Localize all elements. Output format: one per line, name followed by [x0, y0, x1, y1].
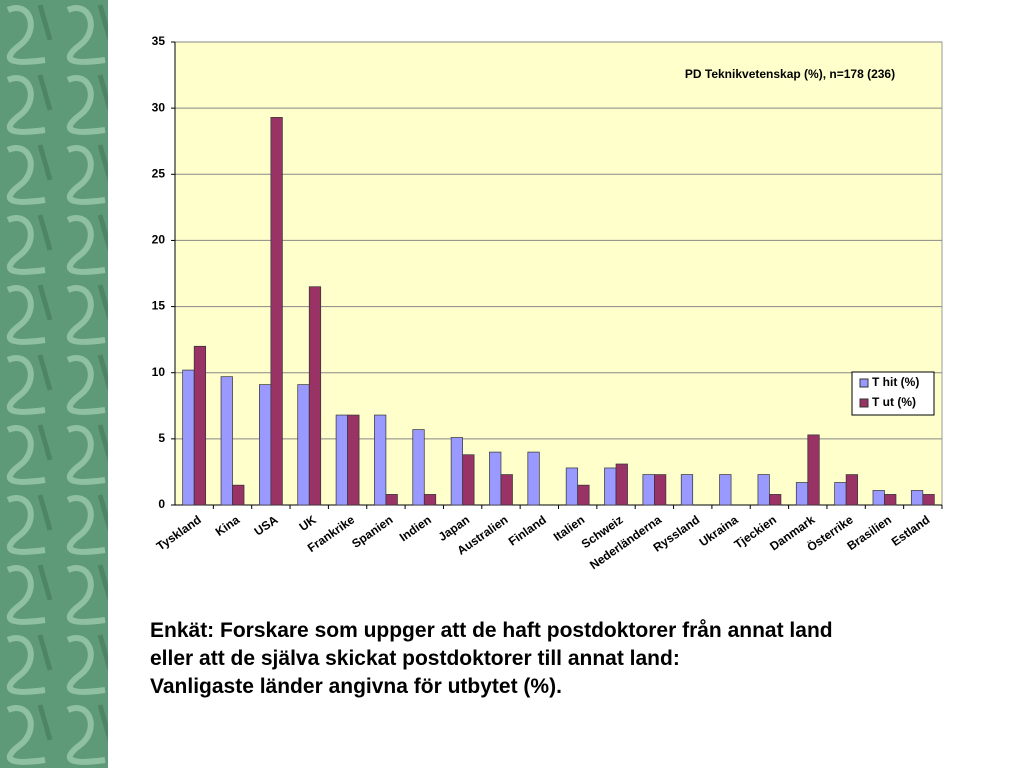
bar: [297, 384, 310, 506]
caption: Enkät: Forskare som uppger att de haft p…: [150, 619, 833, 698]
legend-swatch: [859, 398, 869, 408]
x-tick-label: Tyskland: [154, 513, 204, 554]
bar: [462, 454, 475, 506]
bar: [872, 490, 885, 506]
bar: [308, 286, 322, 506]
bar: [220, 376, 233, 506]
x-tick-label: Finland: [506, 513, 549, 549]
bar: [884, 494, 897, 506]
bar: [910, 490, 924, 506]
y-tick-label: 15: [152, 299, 166, 313]
bar: [845, 474, 858, 506]
bar: [654, 474, 667, 506]
x-tick-label: Indien: [397, 513, 434, 545]
y-tick-label: 0: [158, 497, 165, 511]
x-tick-label: USA: [252, 512, 281, 538]
bar: [565, 467, 579, 506]
y-tick-label: 30: [152, 100, 166, 114]
bar: [922, 494, 935, 506]
bar: [270, 117, 283, 506]
x-tick-label: Spanien: [349, 513, 395, 551]
bar: [450, 437, 463, 506]
bar: [807, 434, 820, 506]
legend-label: T hit (%): [872, 375, 919, 389]
y-tick-label: 25: [152, 166, 166, 180]
chart-title: PD Teknikvetenskap (%), n=178 (236): [685, 67, 895, 81]
bar: [259, 384, 272, 506]
plot-area: [174, 41, 943, 506]
legend-swatch: [859, 378, 869, 388]
bar: [489, 451, 502, 506]
bar: [182, 369, 195, 506]
bar: [757, 474, 770, 506]
y-tick-label: 20: [152, 233, 166, 247]
bar: [385, 494, 398, 506]
bar: [347, 414, 360, 506]
x-tick-label: Estland: [889, 513, 933, 549]
bar: [834, 482, 847, 506]
bar: [232, 484, 245, 506]
bar: [604, 467, 617, 506]
bar: [412, 429, 425, 506]
bar: [577, 484, 590, 506]
bar: [769, 494, 782, 506]
legend-label: T ut (%): [872, 395, 916, 409]
bar: [193, 345, 207, 506]
bar: [527, 451, 540, 506]
bar: [500, 474, 513, 506]
y-tick-label: 35: [152, 34, 166, 48]
bar: [374, 414, 387, 506]
caption-line: Vanligaste länder angivna för utbytet (%…: [150, 675, 562, 698]
caption-line: Enkät: Forskare som uppger att de haft p…: [150, 619, 833, 642]
caption-line: eller att de själva skickat postdoktorer…: [150, 647, 680, 670]
decorative-strip: [0, 0, 108, 768]
bar: [642, 474, 655, 506]
bar: [680, 474, 694, 506]
y-tick-label: 10: [152, 365, 166, 379]
bar: [615, 463, 628, 506]
x-tick-label: Kina: [213, 512, 243, 539]
bar: [719, 474, 732, 506]
bar: [335, 414, 348, 506]
bar: [423, 494, 437, 506]
x-tick-label: UK: [297, 512, 320, 534]
y-tick-label: 5: [158, 431, 165, 445]
bar: [795, 482, 809, 506]
